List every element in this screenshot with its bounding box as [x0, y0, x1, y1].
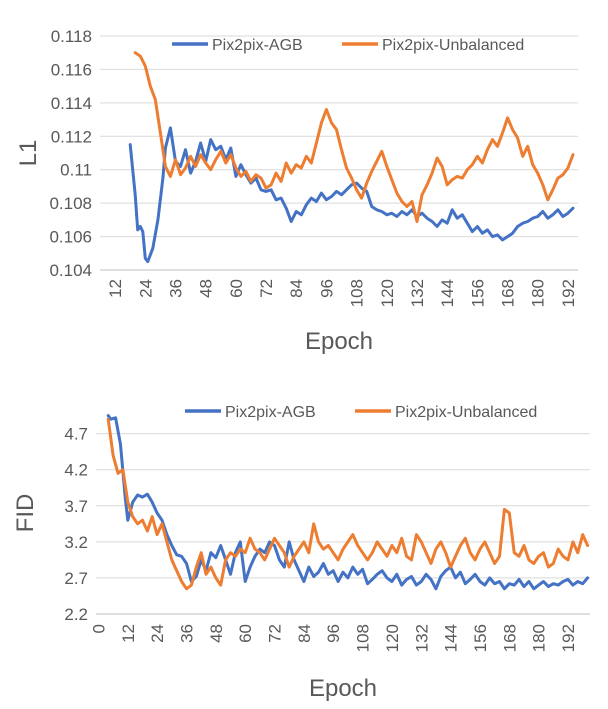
x-tick-label: 156	[471, 624, 490, 652]
y-tick-label: 3.7	[64, 497, 88, 516]
y-tick-label: 0.108	[49, 194, 92, 213]
x-tick-label: 168	[499, 279, 518, 307]
x-tick-label: 24	[148, 624, 167, 643]
x-tick-label: 48	[197, 279, 216, 298]
x-tick-label: 132	[412, 624, 431, 652]
y-tick-label: 0.112	[51, 127, 92, 146]
y-tick-label: 0.116	[51, 60, 92, 79]
x-tick-label: 180	[529, 279, 548, 307]
x-tick-label: 96	[317, 279, 336, 298]
series-line-pix2pix-unbalanced	[133, 51, 575, 223]
x-tick-label: 120	[383, 624, 402, 652]
y-tick-label: 0.106	[49, 228, 92, 247]
x-tick-label: 72	[266, 624, 285, 643]
x-tick-label: 36	[166, 279, 185, 298]
fid-chart: 2.2 2.7 3.2 3.7 4.2 4.7 0 12 24 36 48 60 72 84 96 108 12…	[12, 404, 590, 702]
y-tick-label: 4.7	[64, 425, 88, 444]
x-tick-label: 84	[287, 279, 306, 298]
y-tick-label: 0.11	[60, 161, 92, 180]
x-axis-title: Epoch	[309, 675, 377, 702]
legend-label: Pix2pix-Unbalanced	[395, 404, 537, 421]
y-tick-label: 3.2	[64, 533, 88, 552]
legend-label: Pix2pix-Unbalanced	[382, 37, 524, 54]
x-tick-label: 84	[295, 624, 314, 643]
y-tick-label: 0.104	[49, 261, 92, 280]
legend-label: Pix2pix-AGB	[212, 37, 303, 54]
y-tick-label: 0.118	[51, 27, 92, 46]
x-tick-label: 120	[378, 279, 397, 307]
x-tick-label: 180	[530, 624, 549, 652]
x-tick-label: 12	[106, 279, 125, 298]
x-tick-label: 108	[354, 624, 373, 652]
series-line-pix2pix-agb	[106, 414, 590, 591]
x-tick-label: 168	[500, 624, 519, 652]
x-tick-label: 192	[559, 624, 578, 652]
x-tick-label: 144	[438, 279, 457, 307]
y-tick-label: 0.114	[51, 94, 92, 113]
x-tick-label: 192	[559, 279, 578, 307]
x-tick-label: 144	[442, 624, 461, 652]
x-tick-label: 48	[207, 624, 226, 643]
y-tick-label: 4.2	[64, 461, 88, 480]
series-line-pix2pix-agb	[128, 126, 575, 264]
x-tick-label: 36	[177, 624, 196, 643]
x-tick-label: 96	[324, 624, 343, 643]
x-tick-label: 60	[227, 279, 246, 298]
series-line-pix2pix-unbalanced	[106, 417, 590, 591]
x-tick-label: 108	[348, 279, 367, 307]
x-tick-label: 156	[468, 279, 487, 307]
y-axis-title: FID	[12, 494, 39, 533]
x-tick-label: 60	[236, 624, 255, 643]
l1-chart: 0.104 0.106 0.108 0.11 0.112 0.114 0.116 0.118 1…	[15, 27, 578, 355]
y-tick-label: 2.2	[64, 605, 88, 624]
x-tick-label: 12	[119, 624, 138, 643]
x-tick-label: 72	[257, 279, 276, 298]
x-axis-title: Epoch	[305, 328, 373, 355]
y-tick-label: 2.7	[64, 569, 88, 588]
x-tick-label: 24	[136, 279, 155, 298]
y-axis-title: L1	[15, 140, 42, 167]
x-tick-label: 132	[408, 279, 427, 307]
legend-label: Pix2pix-AGB	[225, 404, 316, 421]
x-tick-label: 0	[89, 624, 108, 633]
